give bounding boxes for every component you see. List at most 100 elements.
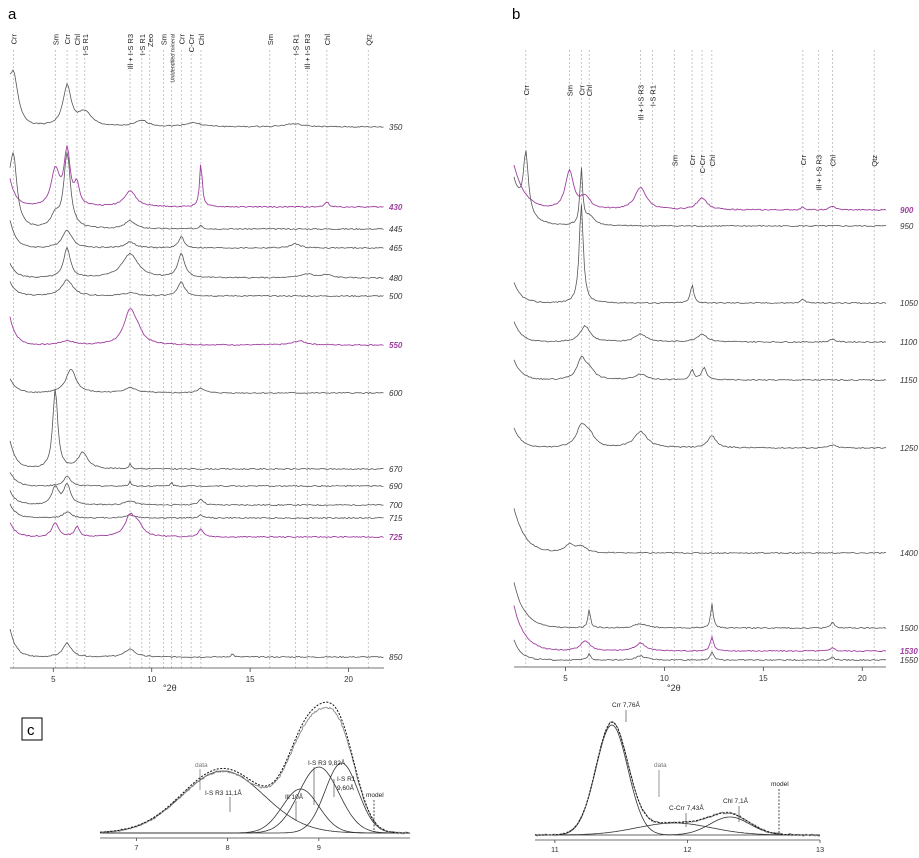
trace-label: 445 — [389, 225, 403, 234]
mineral-label: Crr — [688, 155, 697, 166]
xrd-trace — [9, 482, 384, 507]
x-tick-label: 15 — [759, 674, 768, 683]
panel-a-x-label: °2θ — [163, 683, 177, 693]
mineral-label: Ill + I-S R3 — [303, 34, 312, 69]
x-tick-label: 15 — [246, 675, 255, 684]
mineral-label: Crr — [577, 85, 586, 96]
x-tick-label: 5 — [51, 675, 56, 684]
trace-label: 500 — [389, 292, 403, 301]
c-left-isr3-982-label: I-S R3 9,82Å — [308, 758, 346, 767]
xrd-trace — [9, 279, 384, 298]
mineral-label: Crr — [522, 85, 531, 96]
panel-a-guides — [13, 50, 369, 668]
xrd-trace — [9, 472, 384, 488]
trace-label: 350 — [389, 123, 403, 132]
mineral-label: Crr — [799, 155, 808, 166]
mineral-label: Sm — [670, 155, 679, 166]
c-left-isr1-label: I-S R1 — [337, 776, 356, 783]
model-curve — [99, 701, 410, 834]
mineral-label: C-Crr — [187, 34, 196, 53]
trace-label: 715 — [389, 514, 403, 523]
trace-label: 900 — [900, 206, 914, 215]
mineral-label: Chl — [585, 85, 594, 97]
mineral-label: Chl — [197, 34, 206, 46]
panel-a-letter: a — [8, 6, 17, 23]
x-tick-label: 10 — [147, 675, 156, 684]
xrd-trace — [9, 628, 384, 659]
mineral-label: Qtz — [364, 34, 373, 46]
model-curve — [535, 721, 820, 836]
xrd-trace — [9, 512, 384, 539]
mineral-label: I-S R1 — [649, 85, 658, 106]
mineral-label: Ill + I-S R3 — [637, 85, 646, 120]
measured-data-curve — [99, 706, 411, 835]
trace-label: 480 — [389, 274, 403, 283]
panel-a-x-axis: 5 10 15 20 — [10, 667, 384, 684]
xrd-trace — [9, 152, 384, 231]
trace-label: 700 — [389, 501, 403, 510]
trace-label: 1150 — [900, 376, 918, 385]
mineral-label: Qtz — [870, 155, 879, 167]
panel-b-traces — [513, 150, 887, 662]
xrd-trace — [9, 69, 384, 128]
panel-c-left-annotations: data I-S R3 11,1Å Ill 10Å I-S R3 9,82Å I… — [195, 758, 384, 832]
trace-label: 550 — [389, 341, 403, 350]
mineral-label: Sm — [51, 34, 60, 45]
panel-b-x-label: °2θ — [667, 683, 681, 693]
panel-c: c 7 8 9 data I-S R3 11,1Å Ill 10Å I-S R3 9… — [21, 700, 824, 854]
mineral-label: Sm — [266, 34, 275, 45]
mineral-label: Sm — [160, 34, 169, 45]
trace-label: 670 — [389, 465, 403, 474]
panel-c-right-annotations: Crr 7,76Å data C-Crr 7,43Å Chl 7,1Å mode… — [612, 700, 789, 834]
trace-label: 465 — [389, 244, 403, 253]
xrd-trace — [513, 150, 887, 228]
c-right-ccrr-label: C-Crr 7,43Å — [669, 803, 704, 812]
trace-label: 1250 — [900, 444, 918, 453]
trace-label: 950 — [900, 222, 914, 231]
mineral-label: Zeo — [146, 34, 155, 47]
fit-component-curve — [535, 724, 820, 836]
trace-label: 1100 — [900, 338, 918, 347]
c-left-isr3-111-label: I-S R3 11,1Å — [205, 788, 242, 797]
xrd-trace — [513, 582, 887, 630]
measured-data-curve — [534, 721, 821, 837]
xrd-trace — [9, 388, 384, 471]
fit-component-curve — [535, 816, 820, 836]
c-left-data-label: data — [195, 762, 208, 769]
xrd-trace — [513, 639, 887, 662]
c-left-model-label: model — [366, 792, 384, 799]
panel-a-trace-labels: 350 430 445 465 480 500 550 600 670 690 700 715 725 8… — [388, 123, 403, 662]
mineral-label: Unidentified mineral — [170, 33, 176, 82]
mineral-label: Chl — [708, 155, 717, 167]
mineral-label: I-S R1 — [138, 34, 147, 55]
mineral-label: Chl — [323, 34, 332, 46]
mineral-label: I-S R1 — [291, 34, 300, 55]
panel-c-left-x-axis: 7 8 9 — [100, 837, 410, 852]
xrd-trace — [9, 308, 384, 347]
trace-label: 850 — [389, 653, 403, 662]
xrd-trace — [9, 145, 384, 209]
trace-label: 430 — [388, 203, 403, 212]
xrd-trace — [513, 204, 887, 305]
fit-component-curve — [100, 770, 410, 834]
panel-a-traces — [9, 69, 384, 659]
xrd-trace — [513, 356, 887, 382]
mineral-label: Chl — [73, 34, 82, 46]
fit-component-curve — [100, 762, 410, 834]
c-right-model-label: model — [771, 781, 789, 788]
mineral-label: I-S R1 — [81, 34, 90, 55]
c-right-chl-label: Chl 7,1Å — [723, 796, 749, 805]
panel-b-letter: b — [512, 6, 520, 23]
xrd-trace — [513, 164, 887, 211]
x-tick-label: 20 — [344, 675, 353, 684]
panel-b-guides — [525, 50, 875, 667]
mineral-label: Chl — [829, 155, 838, 167]
panel-c-right-x-axis: 11 12 13 — [535, 839, 824, 854]
xrd-trace — [9, 368, 384, 395]
